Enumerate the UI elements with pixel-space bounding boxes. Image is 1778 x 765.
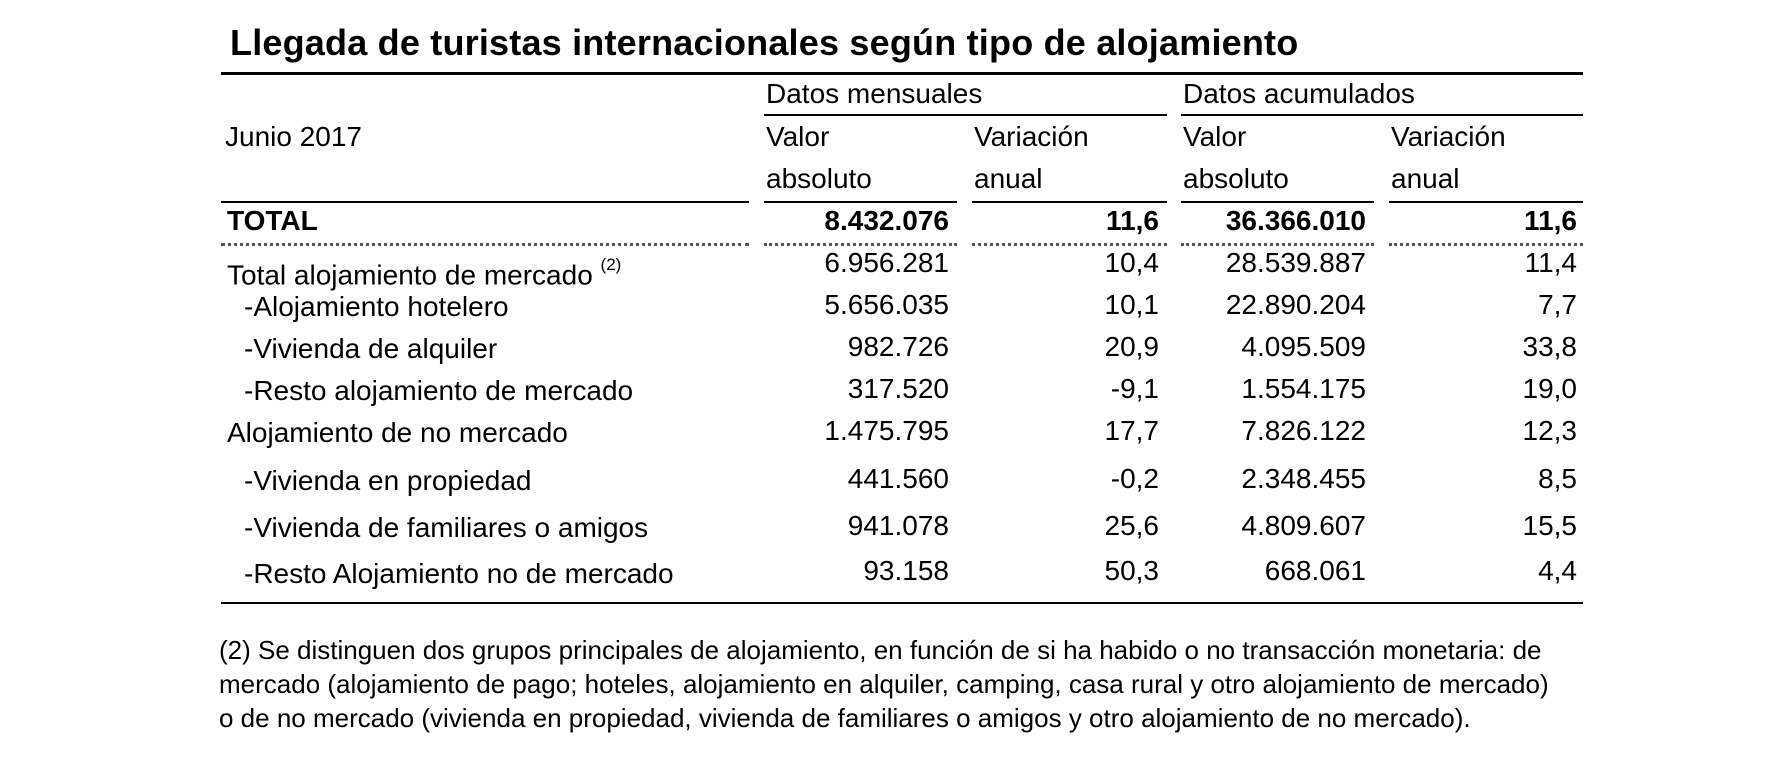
header-rule-col3 xyxy=(1181,201,1374,203)
col-header-monthly-value-2: absoluto xyxy=(766,163,872,194)
monthly-value: 1.475.795 xyxy=(824,415,949,446)
row-label: Total alojamiento de mercado (2) xyxy=(227,253,621,291)
col-header-cumulative-value-2: absoluto xyxy=(1183,163,1289,194)
monthly-variation: 50,3 xyxy=(1104,555,1160,586)
monthly-value: 317.520 xyxy=(847,373,949,404)
header-rule-col4 xyxy=(1389,201,1583,203)
monthly-value: 93.158 xyxy=(863,555,949,586)
cumulative-variation: 4,4 xyxy=(1538,555,1577,586)
total-separator-col2 xyxy=(972,243,1167,246)
cumulative-variation: 33,8 xyxy=(1522,331,1578,362)
monthly-variation: -9,1 xyxy=(1110,373,1159,404)
col-header-monthly-var-2: anual xyxy=(974,163,1043,194)
col-header-monthly-var-1: Variación xyxy=(974,121,1089,152)
monthly-value: 5.656.035 xyxy=(824,289,949,320)
row-label: -Vivienda de familiares o amigos xyxy=(244,512,649,543)
period-label: Junio 2017 xyxy=(225,121,363,152)
cumulative-value: 1.554.175 xyxy=(1241,373,1366,404)
footnote: (2) Se distinguen dos grupos principales… xyxy=(219,633,1669,735)
total-separator-col3 xyxy=(1181,243,1374,246)
cumulative-value: 7.826.122 xyxy=(1241,415,1366,446)
row-label: -Resto alojamiento de mercado xyxy=(244,375,634,406)
cumulative-value: 4.095.509 xyxy=(1241,331,1366,362)
col-header-cumulative-var-2: anual xyxy=(1391,163,1460,194)
monthly-value: 441.560 xyxy=(847,463,949,494)
cumulative-variation: 15,5 xyxy=(1522,510,1578,541)
cumulative-variation: 8,5 xyxy=(1538,463,1577,494)
header-rule-col1 xyxy=(764,201,957,203)
row-label: -Vivienda en propiedad xyxy=(244,465,532,496)
total-separator-col1 xyxy=(764,243,957,246)
cumulative-group-rule xyxy=(1181,114,1583,116)
row-label: -Resto Alojamiento no de mercado xyxy=(244,558,674,589)
table-title: Llegada de turistas internacionales segú… xyxy=(230,22,1299,63)
cumulative-value: 22.890.204 xyxy=(1225,289,1366,320)
total-separator-col4 xyxy=(1389,243,1583,246)
row-label: Alojamiento de no mercado xyxy=(227,417,568,448)
cumulative-variation: 7,7 xyxy=(1538,289,1577,320)
cumulative-value: 36.366.010 xyxy=(1225,205,1366,236)
monthly-group-rule xyxy=(764,114,1167,116)
monthly-value: 6.956.281 xyxy=(824,247,949,278)
total-separator-label xyxy=(221,243,749,246)
monthly-variation: 25,6 xyxy=(1104,510,1160,541)
footnote-line: o de no mercado (vivienda en propiedad, … xyxy=(219,703,1471,733)
group-header-cumulative: Datos acumulados xyxy=(1183,78,1415,109)
cumulative-value: 2.348.455 xyxy=(1241,463,1366,494)
cumulative-value: 668.061 xyxy=(1264,555,1366,586)
cumulative-value: 28.539.887 xyxy=(1225,247,1366,278)
monthly-variation: 20,9 xyxy=(1104,331,1160,362)
monthly-variation: 17,7 xyxy=(1104,415,1160,446)
group-header-monthly: Datos mensuales xyxy=(766,78,983,109)
monthly-variation: 11,6 xyxy=(1106,205,1159,236)
header-rule-col2 xyxy=(972,201,1167,203)
top-rule xyxy=(221,72,1583,75)
footnote-marker: (2) xyxy=(600,255,622,274)
footnote-line: mercado (alojamiento de pago; hoteles, a… xyxy=(219,669,1549,699)
header-rule-label xyxy=(221,201,749,203)
cumulative-variation: 11,6 xyxy=(1524,205,1577,236)
row-label: TOTAL xyxy=(227,205,318,236)
footnote-line: (2) Se distinguen dos grupos principales… xyxy=(219,635,1542,665)
bottom-rule xyxy=(221,602,1583,604)
monthly-variation: -0,2 xyxy=(1110,463,1159,494)
row-label: -Alojamiento hotelero xyxy=(244,291,509,322)
cumulative-value: 4.809.607 xyxy=(1241,510,1366,541)
cumulative-variation: 19,0 xyxy=(1522,373,1578,404)
cumulative-variation: 11,4 xyxy=(1524,247,1577,278)
row-label-text: Total alojamiento de mercado xyxy=(227,259,601,291)
monthly-value: 8.432.076 xyxy=(824,205,949,236)
col-header-monthly-value-1: Valor xyxy=(766,121,830,152)
monthly-value: 982.726 xyxy=(847,331,949,362)
monthly-variation: 10,1 xyxy=(1104,289,1160,320)
col-header-cumulative-var-1: Variación xyxy=(1391,121,1506,152)
monthly-variation: 10,4 xyxy=(1104,247,1160,278)
cumulative-variation: 12,3 xyxy=(1522,415,1578,446)
monthly-value: 941.078 xyxy=(847,510,949,541)
col-header-cumulative-value-1: Valor xyxy=(1183,121,1247,152)
row-label: -Vivienda de alquiler xyxy=(244,333,498,364)
